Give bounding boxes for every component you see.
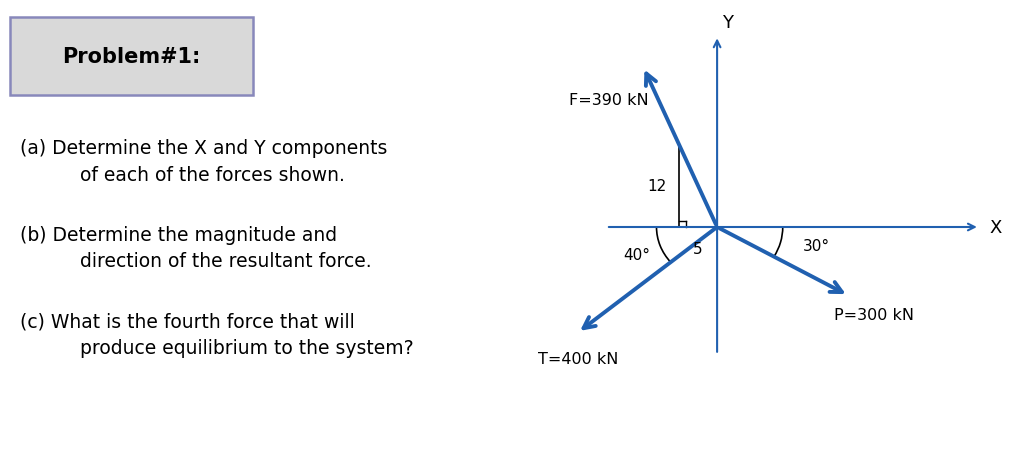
Text: 12: 12 (647, 179, 667, 194)
Text: Y: Y (722, 14, 733, 32)
Text: P=300 kN: P=300 kN (834, 307, 914, 322)
Text: (a) Determine the X and Y components
          of each of the forces shown.: (a) Determine the X and Y components of … (20, 139, 388, 184)
Text: (c) What is the fourth force that will
          produce equilibrium to the syst: (c) What is the fourth force that will p… (20, 312, 414, 357)
Text: (b) Determine the magnitude and
          direction of the resultant force.: (b) Determine the magnitude and directio… (20, 225, 372, 271)
Text: X: X (990, 218, 1002, 237)
Text: 40°: 40° (623, 248, 649, 262)
FancyBboxPatch shape (10, 18, 252, 96)
Text: Problem#1:: Problem#1: (62, 47, 201, 67)
Text: 5: 5 (693, 241, 703, 256)
Text: 30°: 30° (803, 238, 830, 253)
Text: T=400 kN: T=400 kN (537, 351, 618, 366)
Text: F=390 kN: F=390 kN (569, 93, 648, 108)
